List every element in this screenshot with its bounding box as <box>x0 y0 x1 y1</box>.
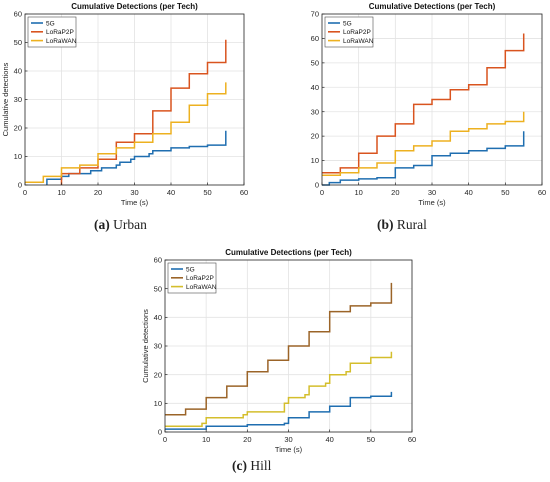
chart1-ytick-label-4: 40 <box>311 83 319 92</box>
chart0-ytick-label-6: 60 <box>14 10 22 19</box>
chart2-series-lorawan <box>165 351 393 428</box>
chart0-ytick-label-1: 10 <box>14 152 22 161</box>
chart0-legend-label-1: LoRaP2P <box>46 29 74 36</box>
caption-rural-name: Rural <box>396 217 427 232</box>
chart1-xlabel: Time (s) <box>418 198 446 207</box>
chart1-series-lorap2p <box>322 33 525 174</box>
chart2-xtick-label-4: 40 <box>325 435 333 444</box>
chart2-xtick-label-1: 10 <box>202 435 210 444</box>
chart1-ytick-label-0: 0 <box>315 181 319 190</box>
chart1-xtick-label-1: 10 <box>354 188 362 197</box>
chart1-ytick-label-6: 60 <box>311 34 319 43</box>
chart0-xtick-label-0: 0 <box>23 188 27 197</box>
caption-urban-letter: (a) <box>94 217 110 232</box>
caption-rural-letter: (b) <box>377 217 394 232</box>
chart0-series-lorawan <box>25 82 227 183</box>
chart0-xtick-label-2: 20 <box>94 188 102 197</box>
chart0-ytick-label-3: 30 <box>14 95 22 104</box>
chart1-series-5g <box>322 131 525 186</box>
chart-urban-svg: 0 10 20 30 40 50 60 0 10 20 30 40 50 60 Cumulative Det… <box>1 2 248 207</box>
caption-rural: (b) Rural <box>377 217 427 233</box>
chart1-title: Cumulative Detections (per Tech) <box>369 2 496 11</box>
chart2-series-5g <box>165 391 393 430</box>
chart0-xtick-label-6: 60 <box>240 188 248 197</box>
caption-urban: (a) Urban <box>94 217 147 233</box>
chart0-ylabel: Cumulative detections <box>1 62 10 136</box>
chart1-xtick-label-6: 60 <box>538 188 546 197</box>
chart-urban: 0 10 20 30 40 50 60 0 10 20 30 40 50 60 Cumulative Det… <box>0 0 260 215</box>
chart1-ytick-label-1: 10 <box>311 156 319 165</box>
chart0-ytick-label-2: 20 <box>14 124 22 133</box>
chart0-xlabel: Time (s) <box>121 198 149 207</box>
chart2-ytick-label-5: 50 <box>154 284 162 293</box>
chart2-ytick-label-2: 20 <box>154 370 162 379</box>
chart1-xtick-label-0: 0 <box>320 188 324 197</box>
chart1-ytick-label-3: 30 <box>311 107 319 116</box>
chart0-xtick-label-5: 50 <box>203 188 211 197</box>
chart0-ytick-label-4: 40 <box>14 67 22 76</box>
caption-hill-name: Hill <box>250 458 272 473</box>
caption-urban-name: Urban <box>113 217 147 232</box>
chart-rural: 0 10 20 30 40 50 60 0 10 20 30 40 50 60 70 Cumulative D… <box>280 0 550 215</box>
chart2-legend-label-2: LoRaWAN <box>186 284 217 291</box>
chart2-series-lorap2p <box>165 282 393 416</box>
chart1-legend-label-0: 5G <box>343 20 352 27</box>
chart1-ytick-label-5: 50 <box>311 58 319 67</box>
chart2-xtick-label-0: 0 <box>163 435 167 444</box>
caption-hill-letter: (c) <box>232 458 247 473</box>
chart0-legend-label-2: LoRaWAN <box>46 38 77 45</box>
chart-rural-svg: 0 10 20 30 40 50 60 0 10 20 30 40 50 60 70 Cumulative D… <box>311 2 547 207</box>
chart0-ytick-label-0: 0 <box>18 181 22 190</box>
chart0-title: Cumulative Detections (per Tech) <box>71 2 198 11</box>
chart2-ytick-label-0: 0 <box>158 428 162 437</box>
chart2-ytick-label-4: 40 <box>154 313 162 322</box>
chart2-ytick-label-1: 10 <box>154 399 162 408</box>
chart1-legend-label-1: LoRaP2P <box>343 29 371 36</box>
chart1-xtick-label-3: 30 <box>428 188 436 197</box>
chart1-xtick-label-4: 40 <box>464 188 472 197</box>
chart2-legend-label-0: 5G <box>186 266 195 273</box>
chart-hill-svg: 0 10 20 30 40 50 60 0 10 20 30 40 50 60 Cumulative Det… <box>141 248 416 454</box>
chart2-xtick-label-3: 30 <box>284 435 292 444</box>
chart2-xlabel: Time (s) <box>275 445 303 454</box>
chart-hill: 0 10 20 30 40 50 60 0 10 20 30 40 50 60 Cumulative Det… <box>130 248 420 454</box>
chart2-xtick-label-2: 20 <box>243 435 251 444</box>
chart1-xtick-label-2: 20 <box>391 188 399 197</box>
chart1-ytick-label-7: 70 <box>311 10 319 19</box>
chart2-xtick-label-6: 60 <box>408 435 416 444</box>
chart2-ylabel: Cumulative detections <box>141 309 150 383</box>
chart2-title: Cumulative Detections (per Tech) <box>225 248 352 257</box>
chart0-series-5g <box>46 130 227 185</box>
chart0-series-lorap2p <box>60 39 227 185</box>
chart2-ytick-label-3: 30 <box>154 342 162 351</box>
chart1-series-lorawan <box>322 111 525 176</box>
chart1-legend-label-2: LoRaWAN <box>343 38 374 45</box>
chart2-legend-label-1: LoRaP2P <box>186 275 214 282</box>
chart0-xtick-label-1: 10 <box>57 188 65 197</box>
caption-hill: (c) Hill <box>232 458 271 474</box>
chart1-ytick-label-2: 20 <box>311 132 319 141</box>
chart1-xtick-label-5: 50 <box>501 188 509 197</box>
chart0-ytick-label-5: 50 <box>14 38 22 47</box>
chart2-ytick-label-6: 60 <box>154 256 162 265</box>
chart0-legend-label-0: 5G <box>46 20 55 27</box>
chart2-xtick-label-5: 50 <box>367 435 375 444</box>
chart0-xtick-label-3: 30 <box>130 188 138 197</box>
chart0-xtick-label-4: 40 <box>167 188 175 197</box>
